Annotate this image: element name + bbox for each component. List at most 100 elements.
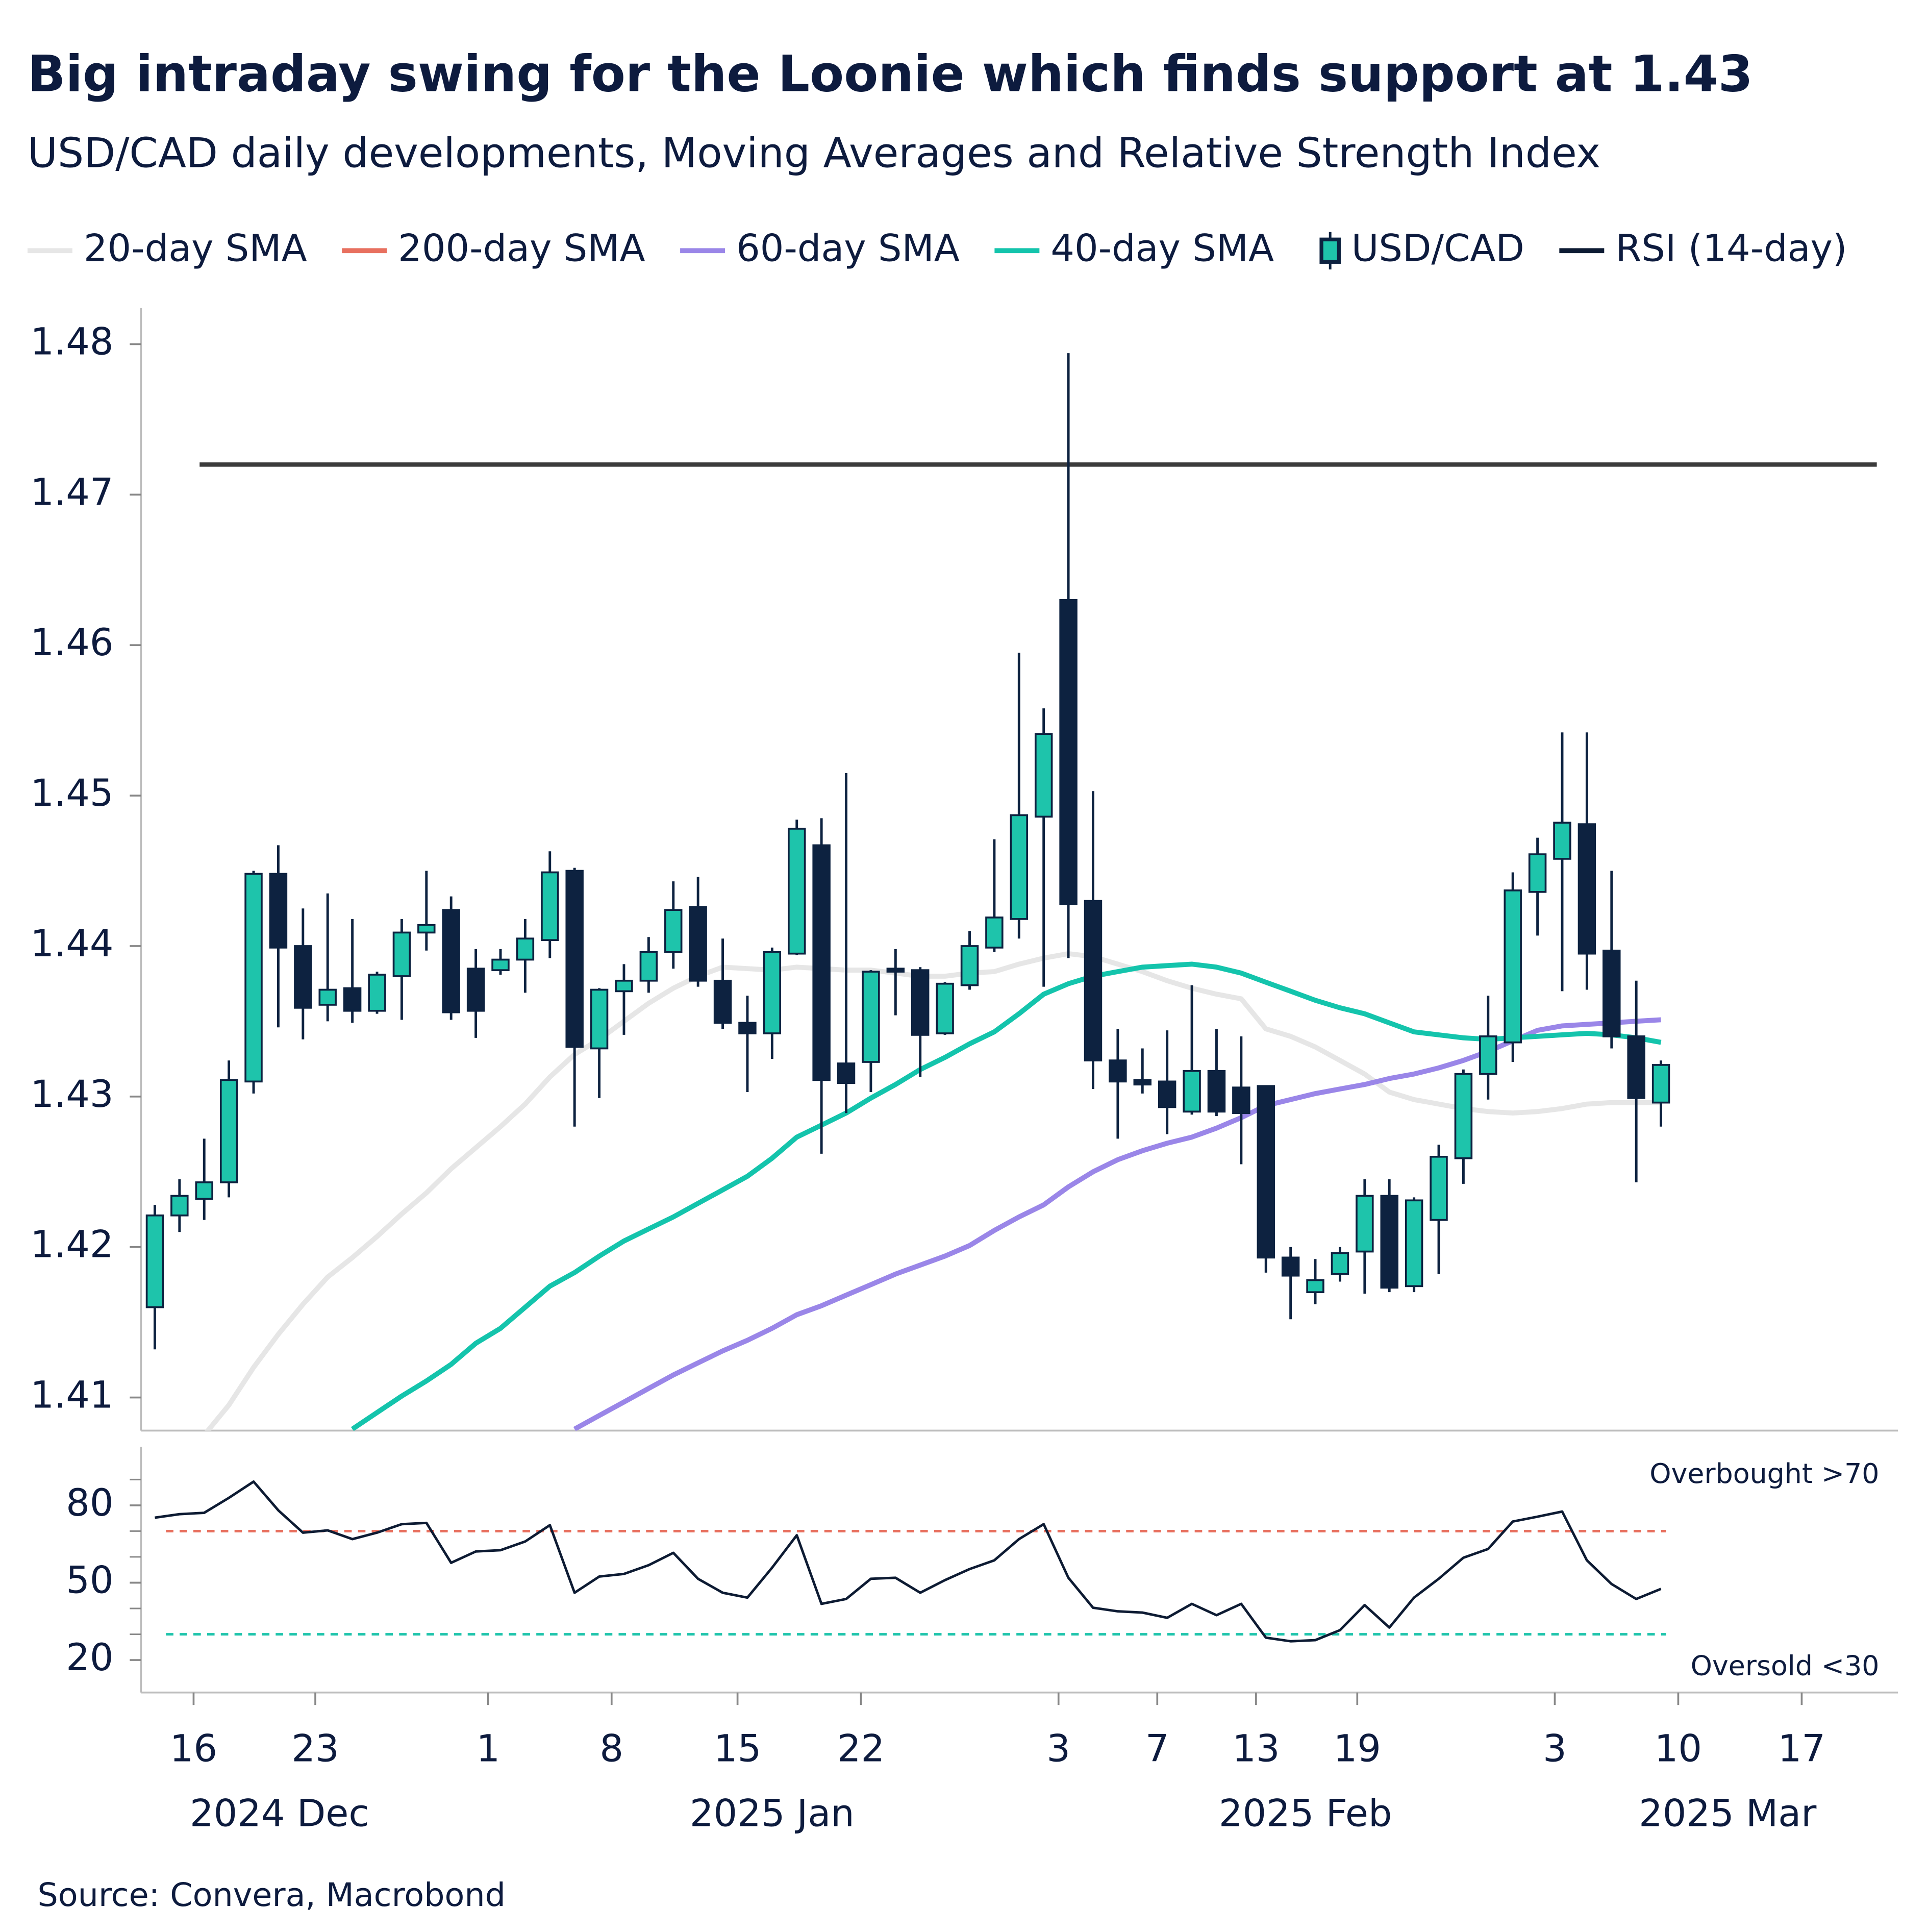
candle-body	[1479, 1035, 1497, 1075]
candle-body	[1430, 1155, 1448, 1221]
x-tick-label: 1	[476, 1727, 500, 1771]
y-tick-label: 1.44	[30, 922, 113, 965]
candle-body	[565, 870, 584, 1048]
legend-swatch	[1319, 237, 1341, 264]
candle-body	[1010, 814, 1029, 920]
candle-body	[417, 924, 436, 934]
candle-body	[170, 1195, 189, 1217]
legend-label: USD/CAD	[1351, 227, 1524, 270]
candle-body	[1257, 1085, 1275, 1259]
x-group-label: 2025 Jan	[690, 1792, 855, 1836]
candle-body	[491, 958, 510, 971]
legend-label: 60-day SMA	[736, 227, 960, 270]
y-tick-label: 1.41	[30, 1374, 113, 1417]
candle-body	[1627, 1035, 1645, 1099]
x-group-label: 2025 Feb	[1219, 1792, 1392, 1836]
candle-body	[195, 1181, 213, 1200]
candle-body	[985, 917, 1004, 949]
candle-body	[1281, 1256, 1300, 1277]
candle-body	[244, 873, 263, 1083]
y-tick-label: 80	[66, 1481, 113, 1525]
candle-body	[1183, 1070, 1201, 1113]
candle-body	[516, 937, 535, 961]
x-tick-label: 7	[1145, 1727, 1169, 1771]
candle-body	[1109, 1059, 1127, 1083]
candle-body	[763, 951, 782, 1034]
candle-body	[911, 969, 930, 1036]
candle-body	[837, 1062, 856, 1084]
candle-body	[368, 974, 386, 1012]
candle-body	[1158, 1080, 1176, 1108]
candle-body	[145, 1214, 164, 1308]
x-tick-label: 22	[837, 1727, 885, 1771]
candle-body	[615, 979, 633, 993]
reference-label: Oversold <30	[1691, 1649, 1880, 1681]
candle-body	[788, 828, 806, 955]
x-tick-label: 19	[1334, 1727, 1381, 1771]
x-tick-label: 3	[1543, 1727, 1567, 1771]
candle-body	[1133, 1079, 1151, 1086]
candle-body	[1306, 1279, 1324, 1293]
candle-body	[442, 909, 460, 1013]
candle-body	[269, 873, 288, 949]
y-tick-label: 1.48	[30, 320, 113, 363]
candle-body	[1207, 1070, 1226, 1113]
chart-subtitle: USD/CAD daily developments, Moving Avera…	[28, 129, 1600, 177]
candle-body	[664, 909, 683, 953]
candle-body	[936, 982, 954, 1034]
candle-body	[392, 931, 411, 977]
y-tick-label: 1.42	[30, 1223, 113, 1267]
x-group-label: 2025 Mar	[1639, 1792, 1817, 1836]
legend-label: RSI (14-day)	[1615, 227, 1847, 270]
main-plot	[145, 353, 1877, 1431]
legend-label: 20-day SMA	[84, 227, 307, 270]
candle-body	[1084, 900, 1103, 1061]
candle-body	[343, 987, 362, 1012]
reference-label: Overbought >70	[1649, 1457, 1879, 1490]
y-tick-label: 1.43	[30, 1073, 113, 1116]
x-group-label: 2024 Dec	[190, 1792, 369, 1836]
x-tick-label: 8	[599, 1727, 623, 1771]
x-tick-label: 3	[1046, 1727, 1070, 1771]
candle-body	[294, 945, 312, 1009]
candle-body	[1454, 1073, 1473, 1159]
candle-body	[1405, 1199, 1423, 1287]
chart-title: Big intraday swing for the Loonie which …	[28, 45, 1753, 103]
candle-body	[960, 945, 979, 986]
x-tick-label: 15	[714, 1727, 761, 1771]
y-tick-label: 1.45	[30, 772, 113, 815]
x-tick-label: 10	[1655, 1727, 1702, 1771]
candle-body	[1356, 1195, 1374, 1253]
y-tick-label: 1.47	[30, 470, 113, 514]
candle-body	[219, 1079, 238, 1183]
y-tick-label: 20	[66, 1636, 113, 1679]
candle-body	[639, 951, 658, 982]
candle-body	[886, 968, 905, 973]
candle-body	[1331, 1252, 1349, 1275]
series-line	[350, 961, 1662, 1431]
source-note: Source: Convera, Macrobond	[37, 1876, 505, 1914]
candle-body	[1603, 949, 1621, 1037]
series-line	[205, 951, 1661, 1431]
candle-body	[1651, 1064, 1670, 1104]
x-tick-label: 13	[1232, 1727, 1280, 1771]
legend-label: 40-day SMA	[1050, 227, 1274, 270]
candle-body	[812, 844, 831, 1081]
candle-body	[713, 979, 732, 1024]
series-line	[155, 1480, 1662, 1643]
candle-body	[1059, 599, 1078, 905]
candle-body	[466, 968, 485, 1012]
candle-body	[1232, 1086, 1250, 1114]
candle-body	[1528, 853, 1547, 893]
y-tick-label: 50	[66, 1559, 113, 1602]
candle-body	[1034, 733, 1053, 818]
candle-body	[738, 1022, 757, 1034]
candle-body	[1380, 1195, 1398, 1289]
candle-body	[541, 871, 559, 942]
candle-body	[318, 988, 337, 1006]
x-tick-label: 17	[1778, 1727, 1825, 1771]
x-tick-label: 16	[170, 1727, 217, 1771]
candle-body	[590, 988, 609, 1050]
